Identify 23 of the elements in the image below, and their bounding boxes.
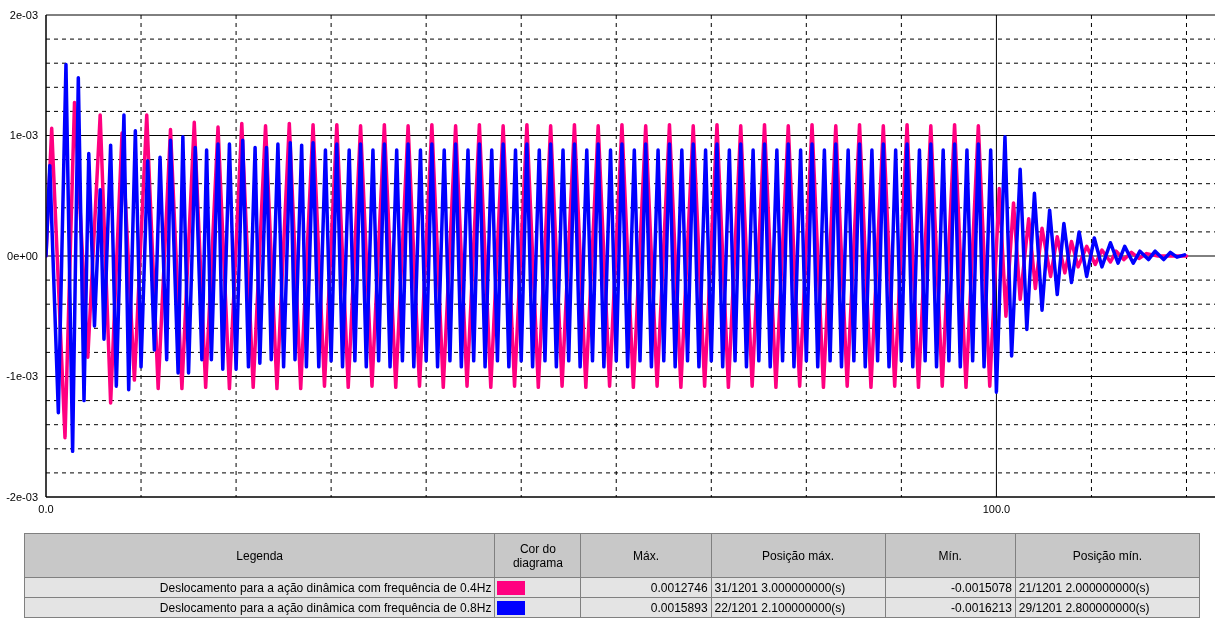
text: -0.0016213 [885, 597, 1016, 618]
text: Legenda [24, 533, 495, 578]
legend-label: Deslocamento para a ação dinâmica com frequência de 0.4Hz [24, 577, 495, 598]
text: Cor do diagrama [494, 533, 581, 578]
x-tick-label: 0.0 [38, 502, 54, 515]
text: 29/1201 2.800000000(s) [1015, 597, 1200, 618]
text: 21/1201 2.000000000(s) [1015, 577, 1200, 598]
text: 0.0012746 [580, 577, 712, 598]
text: Máx. [580, 533, 712, 578]
text: 22/1201 2.100000000(s) [711, 597, 886, 618]
legend-label: Deslocamento para a ação dinâmica com frequência de 0.8Hz [24, 597, 495, 618]
y-tick-label: 2e-03 [9, 8, 38, 21]
text: 31/1201 3.000000000(s) [711, 577, 886, 598]
y-tick-label: -1e-03 [6, 370, 38, 383]
y-tick-label: -2e-03 [6, 490, 38, 503]
y-tick-label: 0e+00 [7, 249, 38, 262]
text: Mín. [885, 533, 1016, 578]
text: Posição máx. [711, 533, 886, 578]
x-tick-label: 100.0 [982, 502, 1011, 515]
text: Posição mín. [1015, 533, 1200, 578]
y-tick-label: 1e-03 [9, 129, 38, 142]
text: 0.0015893 [580, 597, 712, 618]
text: -0.0015078 [885, 577, 1016, 598]
